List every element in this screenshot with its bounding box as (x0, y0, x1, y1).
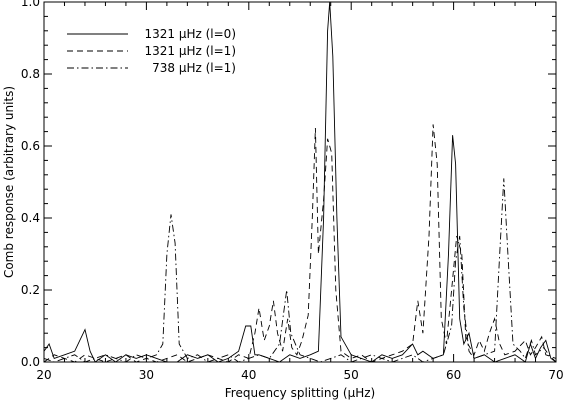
y-tick-label: 1.0 (21, 0, 40, 9)
legend-label-2: 738 μHz (l=1) (152, 61, 236, 75)
x-axis-label: Frequency splitting (μHz) (225, 386, 375, 400)
y-tick-label: 0.0 (21, 355, 40, 369)
series-line-0 (43, 1, 557, 363)
x-tick-label: 30 (139, 368, 154, 382)
plot-area (43, 1, 557, 363)
plot-frame (43, 1, 557, 363)
x-tick-label: 60 (446, 368, 461, 382)
x-tick-label: 70 (548, 368, 563, 382)
legend-label-0: 1321 μHz (l=0) (144, 27, 236, 41)
legend-label-1: 1321 μHz (l=1) (144, 44, 236, 58)
y-tick-label: 0.8 (21, 67, 40, 81)
series-line-2 (43, 178, 557, 363)
y-tick-label: 0.2 (21, 283, 40, 297)
axis-ticks (43, 1, 557, 363)
y-tick-label: 0.4 (21, 211, 40, 225)
y-tick-label: 0.6 (21, 139, 40, 153)
legend: 1321 μHz (l=0) 1321 μHz (l=1) 738 μHz (l=1… (67, 27, 236, 75)
series-line-1 (43, 124, 557, 363)
x-tick-label: 50 (344, 368, 359, 382)
y-axis-label: Comb response (arbitrary units) (2, 86, 16, 278)
tick-labels: 20 30 40 50 60 70 0.0 0.2 0.4 0.6 0.8 1.0 (21, 0, 564, 382)
x-tick-label: 20 (36, 368, 51, 382)
x-tick-label: 40 (241, 368, 256, 382)
